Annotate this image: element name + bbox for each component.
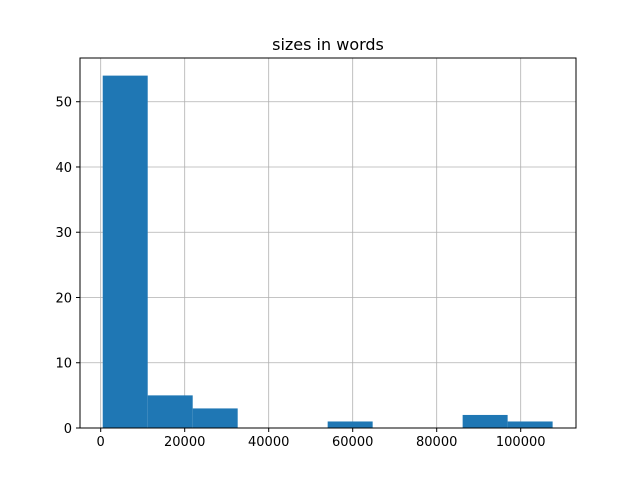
x-tick-label: 0 [97,435,105,450]
histogram-bar [147,395,193,428]
y-tick-label: 10 [55,357,72,372]
y-tick-label: 40 [55,161,72,176]
y-tick-label: 0 [64,422,72,437]
x-tick-label: 40000 [248,435,289,450]
histogram-bar [462,414,508,428]
y-tick-label: 20 [55,291,72,306]
axes-frame [79,57,577,429]
x-tick-label: 20000 [164,435,205,450]
histogram-bar [192,408,238,428]
ticks: 0 20000 40000 60000 80000 100000 0 10 20 30 40 50 [55,96,545,450]
histogram-bar [102,75,148,428]
bars [102,75,553,428]
histogram-bar [507,421,553,428]
x-tick-label: 80000 [416,435,457,450]
x-tick-label: 60000 [332,435,373,450]
chart-title: sizes in words [272,35,384,54]
histogram-bar [327,421,373,428]
y-tick-label: 50 [55,96,72,111]
x-tick-label: 100000 [496,435,546,450]
y-tick-label: 30 [55,226,72,241]
